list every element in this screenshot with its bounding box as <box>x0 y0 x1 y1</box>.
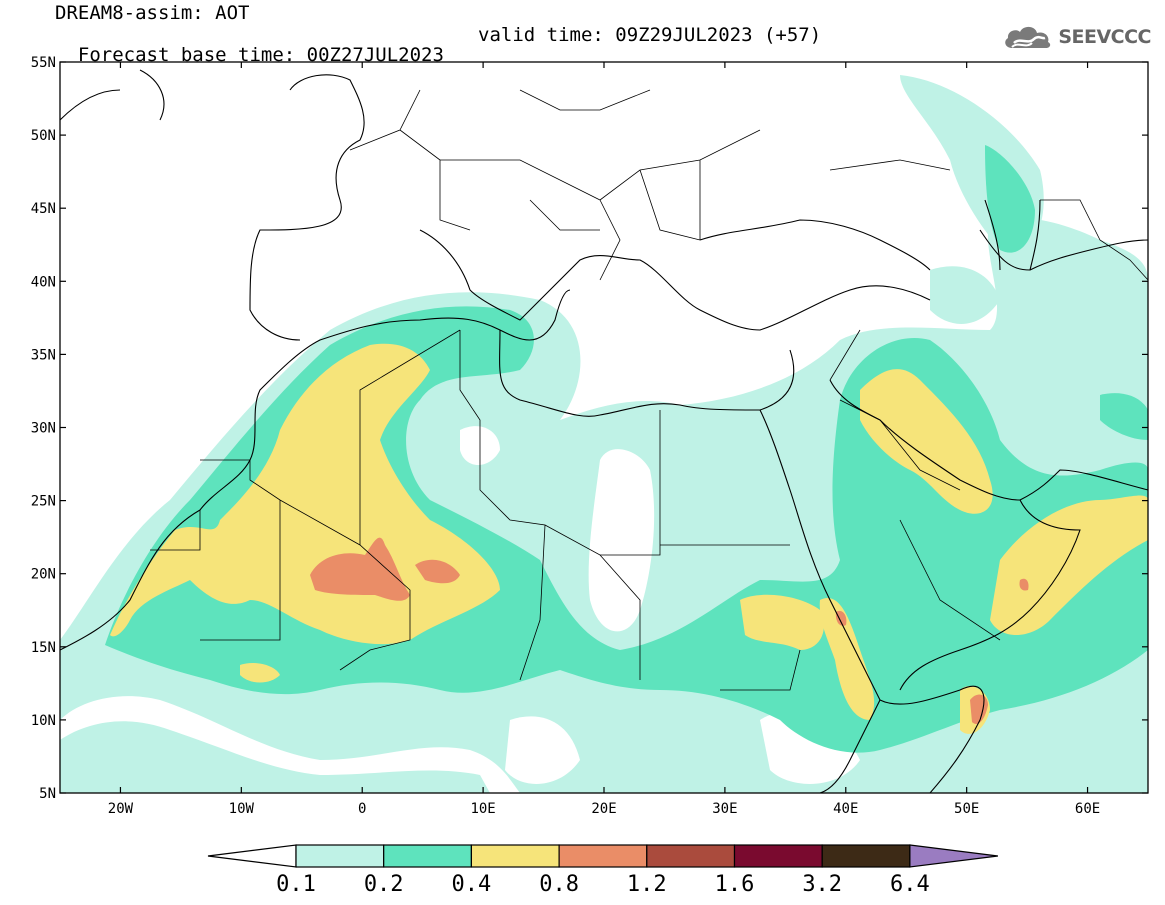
lat-tick-label: 20N <box>31 567 56 583</box>
lon-tick-label: 50E <box>954 801 979 817</box>
colorbar-arrow-low <box>207 844 297 868</box>
contour-0-4 <box>110 343 1148 734</box>
logo-text: SEEVCCC <box>1058 26 1151 48</box>
product-title: DREAM8-assim: AOT <box>55 2 250 24</box>
contour-0-8 <box>310 537 1029 725</box>
lon-tick-label: 30E <box>712 801 737 817</box>
lat-tick-label: 35N <box>31 347 56 363</box>
lat-tick-label: 5N <box>39 786 56 802</box>
coastlines <box>60 69 1148 793</box>
colorbar-level-label: 0.1 <box>276 872 316 897</box>
lat-tick-label: 15N <box>31 640 56 656</box>
lat-tick-label: 45N <box>31 201 56 217</box>
colorbar-box <box>646 844 736 868</box>
colorbar-box <box>295 844 385 868</box>
seevccc-logo: SEEVCCC <box>1002 22 1151 52</box>
lon-tick-label: 10W <box>229 801 255 817</box>
lon-tick-label: 40E <box>833 801 858 817</box>
lat-tick-label: 10N <box>31 713 56 729</box>
colorbar-level-label: 0.4 <box>452 872 492 897</box>
colorbar-level-label: 1.2 <box>627 872 667 897</box>
forecast-base-time: Forecast base time: 00Z27JUL2023 <box>77 44 444 66</box>
latitude-axis: 55N 50N 45N 40N 35N 30N 25N 20N 15N 10N 5N <box>31 55 1148 802</box>
time-line: Forecast base time: 00Z27JUL2023 valid t… <box>55 25 821 85</box>
colorbar-box <box>821 844 911 868</box>
lon-tick-label: 20W <box>108 801 134 817</box>
cloud-icon <box>1005 26 1051 48</box>
colorbar-level-label: 0.2 <box>364 872 404 897</box>
colorbar-level-label: 1.6 <box>715 872 755 897</box>
colorbar-box <box>558 844 648 868</box>
colorbar-arrow-high <box>909 844 998 868</box>
colorbar-box <box>733 844 823 868</box>
lon-tick-label: 60E <box>1075 801 1100 817</box>
colorbar-level-label: 3.2 <box>802 872 842 897</box>
lat-tick-label: 30N <box>31 421 56 437</box>
lat-tick-label: 50N <box>31 128 56 144</box>
lon-tick-label: 0 <box>358 801 366 817</box>
colorbar-box <box>470 844 560 868</box>
colorbar-box <box>383 844 473 868</box>
lon-tick-label: 20E <box>591 801 616 817</box>
lat-tick-label: 55N <box>31 55 56 71</box>
colorbar-level-label: 6.4 <box>890 872 930 897</box>
lon-tick-label: 10E <box>470 801 495 817</box>
lat-tick-label: 40N <box>31 274 56 290</box>
lat-tick-label: 25N <box>31 494 56 510</box>
country-borders <box>150 89 1148 691</box>
longitude-axis: 20W 10W 0 10E 20E 30E 40E 50E 60E <box>108 62 1100 817</box>
colorbar-level-label: 0.8 <box>539 872 579 897</box>
valid-time: valid time: 09Z29JUL2023 (+57) <box>478 24 822 46</box>
aot-contours <box>60 75 1148 793</box>
